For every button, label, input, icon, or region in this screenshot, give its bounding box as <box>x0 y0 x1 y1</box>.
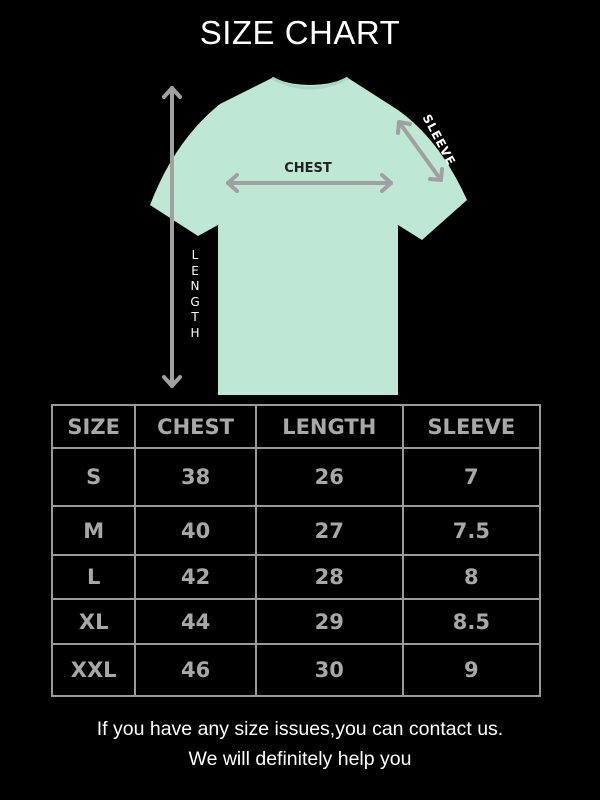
chest-arrow <box>226 173 393 193</box>
size-table: SIZE CHEST LENGTH SLEEVE S 38 26 7 M 40 … <box>50 404 542 697</box>
sleeve-arrow <box>396 120 444 182</box>
footer-note: If you have any size issues,you can cont… <box>0 714 600 774</box>
header-chest: CHEST <box>134 404 257 449</box>
cell-length: 28 <box>254 554 404 600</box>
footer-line-2: We will definitely help you <box>188 748 412 770</box>
table-header-row: SIZE CHEST LENGTH SLEEVE <box>50 404 542 449</box>
header-length: LENGTH <box>254 404 404 449</box>
cell-chest: 40 <box>134 505 257 556</box>
cell-sleeve: 7 <box>401 447 542 507</box>
cell-length: 27 <box>254 505 404 556</box>
table-row: M 40 27 7.5 <box>50 505 542 556</box>
length-label: L E N G T H <box>190 248 200 340</box>
tshirt-image <box>150 78 467 395</box>
table-row: XXL 46 30 9 <box>50 643 542 697</box>
cell-sleeve: 7.5 <box>401 505 542 556</box>
collar <box>271 76 349 90</box>
chest-label: CHEST <box>284 161 332 176</box>
cell-size: XXL <box>50 643 137 697</box>
cell-chest: 44 <box>134 598 257 645</box>
header-sleeve: SLEEVE <box>401 404 542 449</box>
cell-sleeve: 8 <box>401 554 542 600</box>
table-row: XL 44 29 8.5 <box>50 598 542 645</box>
footer-line-1: If you have any size issues,you can cont… <box>96 718 504 740</box>
cell-length: 29 <box>254 598 404 645</box>
tshirt-diagram <box>150 76 467 395</box>
cell-size: L <box>50 554 137 600</box>
cell-size: XL <box>50 598 137 645</box>
cell-length: 26 <box>254 447 404 507</box>
table-row: L 42 28 8 <box>50 554 542 600</box>
cell-chest: 46 <box>134 643 257 697</box>
header-size: SIZE <box>50 404 137 449</box>
page-title: SIZE CHART <box>199 14 401 51</box>
cell-chest: 38 <box>134 447 257 507</box>
length-arrow <box>162 86 182 388</box>
table-row: S 38 26 7 <box>50 447 542 507</box>
cell-sleeve: 9 <box>401 643 542 697</box>
cell-length: 30 <box>254 643 404 697</box>
cell-sleeve: 8.5 <box>401 598 542 645</box>
cell-chest: 42 <box>134 554 257 600</box>
cell-size: M <box>50 505 137 556</box>
cell-size: S <box>50 447 137 507</box>
